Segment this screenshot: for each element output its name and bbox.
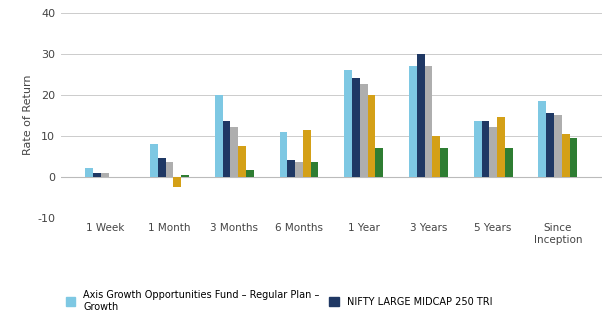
Bar — [409, 66, 417, 177]
Bar — [246, 171, 254, 177]
Bar — [93, 172, 101, 177]
Bar — [360, 84, 368, 177]
Bar — [288, 160, 295, 177]
Bar — [482, 121, 489, 177]
Bar — [280, 132, 288, 177]
Bar — [417, 54, 424, 177]
Bar — [562, 134, 570, 177]
Bar — [539, 101, 546, 177]
Y-axis label: Rate of Return: Rate of Return — [23, 75, 33, 156]
Bar — [295, 162, 303, 177]
Bar — [303, 130, 311, 177]
Bar — [570, 138, 578, 177]
Bar — [230, 127, 238, 177]
Bar — [85, 168, 93, 177]
Bar — [150, 144, 158, 177]
Bar — [489, 127, 497, 177]
Bar — [158, 158, 165, 177]
Bar — [165, 162, 173, 177]
Bar — [546, 113, 554, 177]
Bar — [497, 117, 505, 177]
Bar — [505, 148, 513, 177]
Bar — [440, 148, 448, 177]
Bar — [101, 172, 109, 177]
Bar — [554, 115, 562, 177]
Bar — [238, 146, 246, 177]
Bar — [181, 175, 189, 177]
Bar — [311, 162, 319, 177]
Bar — [375, 148, 383, 177]
Bar — [173, 177, 181, 187]
Bar — [223, 121, 230, 177]
Bar — [474, 121, 482, 177]
Bar — [424, 66, 432, 177]
Bar — [432, 136, 440, 177]
Bar — [368, 95, 375, 177]
Bar — [344, 70, 352, 177]
Bar — [215, 95, 223, 177]
Bar — [352, 78, 360, 177]
